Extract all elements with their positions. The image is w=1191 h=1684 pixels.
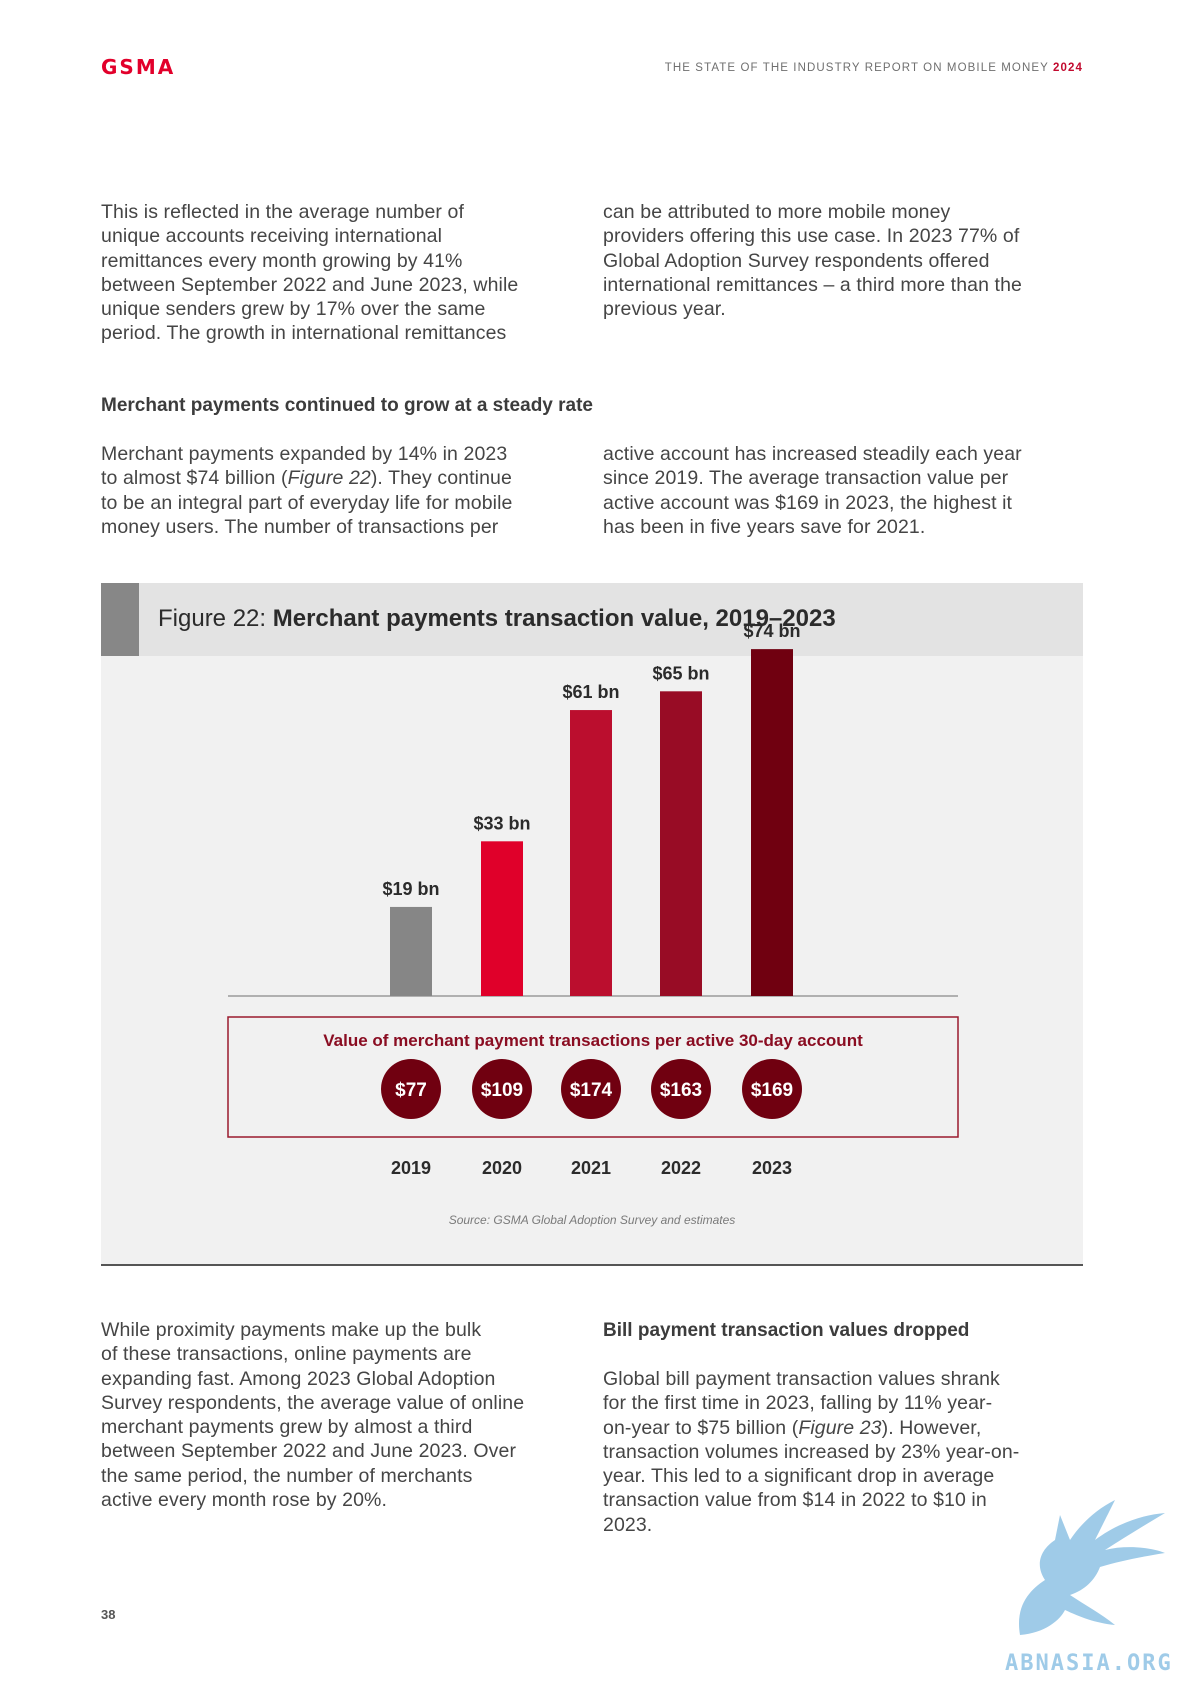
bar-2021 [570, 710, 612, 996]
text-line: since 2019. The average transaction valu… [603, 467, 1009, 490]
text-line: on-year to $75 billion (Figure 23). Howe… [603, 1416, 982, 1439]
year-tick-label: 2019 [391, 1158, 431, 1178]
text-line: unique accounts receiving international [101, 225, 443, 248]
per-account-circle [381, 1059, 441, 1119]
year-tick-label: 2021 [571, 1158, 611, 1178]
page-number: 38 [101, 1607, 116, 1622]
per-account-circle [651, 1059, 711, 1119]
text-line: for the first time in 2023, falling by 1… [603, 1392, 993, 1415]
text-line: of these transactions, online payments a… [101, 1343, 472, 1366]
report-title: THE STATE OF THE INDUSTRY REPORT ON MOBI… [664, 62, 1049, 74]
figure-source: Source: GSMA Global Adoption Survey and … [448, 1213, 736, 1227]
per-account-circle [742, 1059, 802, 1119]
text-line: money users. The number of transactions … [101, 515, 499, 538]
bar-value-label: $65 bn [652, 663, 709, 683]
text-line: between September 2022 and June 2023. Ov… [101, 1440, 517, 1463]
figure-reference-link[interactable]: Figure 22 [287, 467, 371, 490]
bar-value-label: $33 bn [473, 813, 530, 833]
gsma-logo: GSMA [101, 55, 176, 79]
bar-value-label: $74 bn [743, 621, 800, 641]
report-year: 2024 [1053, 62, 1083, 74]
per-account-value: $174 [570, 1080, 613, 1101]
figure-header: Figure 22: Merchant payments transaction… [101, 583, 1083, 656]
per-account-value: $169 [751, 1080, 793, 1101]
section-heading-merchant: Merchant payments continued to grow at a… [101, 395, 593, 416]
text-line: expanding fast. Among 2023 Global Adopti… [101, 1367, 496, 1390]
text-line: providers offering this use case. In 202… [603, 225, 1020, 248]
text-line: to be an integral part of everyday life … [101, 491, 513, 514]
bottom-left-column: While proximity payments make up the bul… [101, 1318, 591, 1512]
text-line: year. This led to a significant drop in … [603, 1465, 995, 1488]
bar-value-label: $19 bn [382, 879, 439, 899]
bar-2022 [660, 691, 702, 996]
text-line: has been in five years save for 2021. [603, 515, 926, 538]
text-line: While proximity payments make up the bul… [101, 1319, 482, 1341]
report-header: THE STATE OF THE INDUSTRY REPORT ON MOBI… [665, 62, 1083, 74]
year-tick-label: 2022 [661, 1158, 701, 1178]
text-line: previous year. [603, 298, 726, 321]
text-line: active every month rose by 20%. [101, 1489, 387, 1512]
per-account-value: $163 [660, 1080, 702, 1101]
year-tick-label: 2023 [752, 1158, 792, 1178]
bottom-right-column: Global bill payment transaction values s… [603, 1367, 1093, 1537]
text-line: transaction volumes increased by 23% yea… [603, 1440, 1020, 1463]
year-tick-label: 2020 [482, 1158, 522, 1178]
text-line: This is reflected in the average number … [101, 201, 464, 223]
figure-22: Figure 22: Merchant payments transaction… [101, 583, 1083, 1266]
text-line: between September 2022 and June 2023, wh… [101, 273, 519, 296]
merchant-payments-bar-chart: $19 bn $33 bn $61 bn $65 bn $74 bn Value of m… [227, 621, 959, 1178]
text-line: remittances every month growing by 41% [101, 249, 463, 272]
text-line: transaction value from $14 in 2022 to $1… [603, 1489, 987, 1512]
bar-2019 [390, 906, 432, 996]
text-line: active account was $169 in 2023, the hig… [603, 491, 1013, 514]
text-line: can be attributed to more mobile money [603, 201, 951, 223]
griffin-logo-icon [1019, 1500, 1165, 1635]
intro-left-column: This is reflected in the average number … [101, 200, 591, 346]
text-line: period. The growth in international remi… [101, 322, 507, 345]
per-account-title: Value of merchant payment transactions p… [323, 1031, 863, 1050]
per-account-value: $77 [395, 1080, 427, 1101]
per-account-circle [561, 1059, 621, 1119]
text-line: the same period, the number of merchants [101, 1464, 473, 1487]
text-line: 2023. [603, 1513, 653, 1536]
per-account-value: $109 [481, 1080, 523, 1101]
bar-2020 [481, 841, 523, 996]
per-account-box [227, 1016, 959, 1138]
text-line: Survey respondents, the average value of… [101, 1391, 525, 1414]
per-account-circle [472, 1059, 532, 1119]
intro-right-column: can be attributed to more mobile money p… [603, 200, 1093, 321]
figure-tab-marker [101, 583, 139, 656]
figure-title: Figure 22: Merchant payments transaction… [158, 605, 836, 632]
text-line: unique senders grew by 17% over the same [101, 298, 486, 321]
bar-value-label: $61 bn [562, 682, 619, 702]
text-line: international remittances – a third more… [603, 273, 1022, 296]
section-heading-bill-payment: Bill payment transaction values dropped [603, 1320, 970, 1341]
merchant-left-column: Merchant payments expanded by 14% in 202… [101, 442, 591, 539]
text-line: merchant payments grew by almost a third [101, 1416, 473, 1439]
bar-2023 [751, 649, 793, 996]
text-line: Merchant payments expanded by 14% in 202… [101, 443, 508, 465]
watermark-text: ABNASIA.ORG [1005, 1651, 1173, 1676]
text-line: active account has increased steadily ea… [603, 443, 1022, 465]
text-line: Global Adoption Survey respondents offer… [603, 249, 990, 272]
figure-reference-link[interactable]: Figure 23 [798, 1416, 882, 1439]
merchant-right-column: active account has increased steadily ea… [603, 442, 1093, 539]
text-line: to almost $74 billion (Figure 22). They … [101, 467, 512, 490]
text-line: Global bill payment transaction values s… [603, 1368, 1000, 1390]
